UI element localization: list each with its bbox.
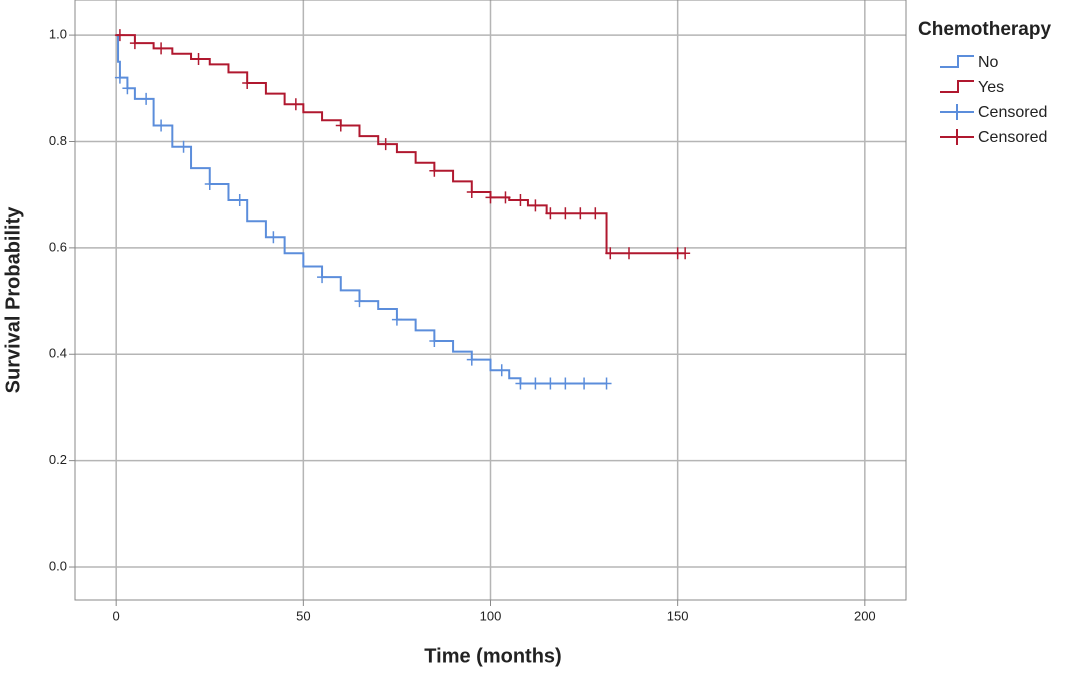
censor-mark — [204, 178, 215, 191]
x-tick-label: 0 — [113, 608, 120, 623]
censor-mark — [114, 29, 125, 42]
censor-mark — [234, 194, 245, 206]
censor-mark — [496, 364, 507, 377]
censor-mark — [590, 207, 601, 220]
censor-mark — [429, 334, 440, 347]
x-axis-title: Time (months) — [424, 645, 561, 667]
censor-mark — [530, 199, 541, 212]
censor-mark — [141, 92, 152, 105]
censor-mark — [156, 119, 167, 132]
legend-symbol — [940, 80, 974, 93]
censor-mark — [242, 76, 253, 89]
survival-curve — [116, 34, 686, 255]
censor-mark — [354, 295, 365, 308]
x-tick-label: 100 — [480, 608, 502, 623]
censor-mark — [545, 207, 556, 220]
censor-mark — [545, 377, 556, 390]
censor-mark — [560, 377, 571, 390]
censor-mark — [500, 191, 511, 204]
censor-mark — [515, 377, 526, 390]
censor-mark — [391, 313, 402, 326]
survival-curve — [116, 34, 607, 385]
censor-mark — [624, 247, 634, 260]
x-tick-label: 50 — [296, 608, 310, 623]
y-tick-label: 0.0 — [49, 558, 67, 573]
censor-mark — [268, 231, 279, 244]
censor-mark — [575, 207, 586, 220]
censor-mark — [680, 247, 691, 260]
censor-mark — [380, 138, 391, 151]
y-tick-label: 0.2 — [49, 452, 67, 467]
censor-mark — [114, 71, 125, 84]
legend-symbol — [940, 129, 974, 145]
censor-mark — [335, 119, 346, 132]
censor-mark — [485, 191, 496, 204]
x-tick-label: 200 — [854, 608, 876, 623]
legend-symbol — [940, 55, 974, 68]
censor-mark — [317, 271, 328, 284]
plot-frame — [74, 0, 907, 601]
censor-mark — [515, 194, 526, 206]
legend-label: Yes — [978, 79, 1004, 96]
legend-symbol — [940, 104, 974, 120]
y-tick-label: 0.8 — [49, 133, 67, 148]
censor-mark — [466, 353, 477, 366]
censor-mark — [178, 140, 189, 153]
x-tick-label: 150 — [667, 608, 689, 623]
censor-mark — [156, 42, 167, 55]
y-axis-title: Survival Probability — [2, 206, 24, 394]
censor-mark — [290, 98, 301, 111]
y-tick-label: 1.0 — [49, 27, 67, 42]
legend-title: Chemotherapy — [918, 19, 1051, 40]
censor-mark — [122, 82, 133, 95]
censor-mark — [605, 247, 616, 260]
censor-mark — [560, 207, 571, 220]
y-tick-label: 0.6 — [49, 239, 67, 254]
y-tick-label: 0.4 — [49, 346, 67, 361]
censor-mark — [129, 37, 140, 50]
censor-mark — [466, 186, 477, 199]
censor-mark — [193, 53, 204, 66]
censor-mark — [601, 377, 612, 390]
legend-label: Censored — [978, 104, 1047, 121]
censor-mark — [530, 377, 541, 390]
legend-label: Censored — [978, 129, 1047, 146]
legend-label: No — [978, 54, 999, 71]
censor-mark — [579, 377, 590, 390]
censor-mark — [429, 164, 440, 177]
